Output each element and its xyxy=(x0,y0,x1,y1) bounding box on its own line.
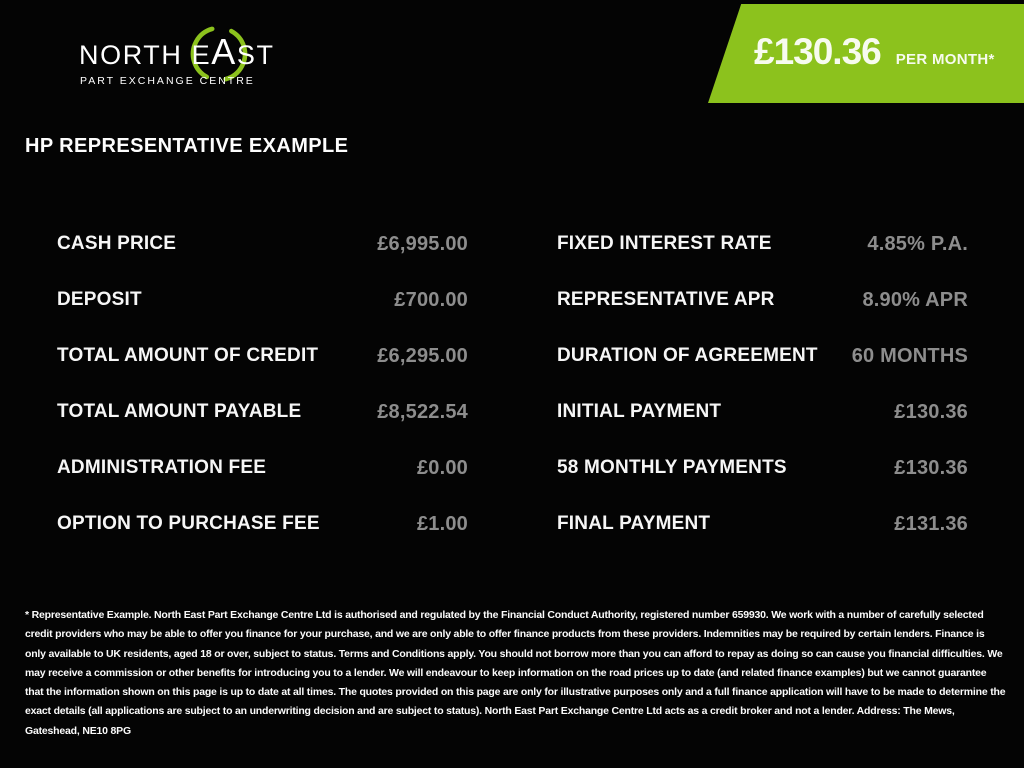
finance-value: 8.90% APR xyxy=(862,288,968,311)
finance-value: £1.00 xyxy=(416,512,468,535)
table-row: FIXED INTEREST RATE 4.85% P.A. xyxy=(557,216,968,272)
table-row: TOTAL AMOUNT PAYABLE £8,522.54 xyxy=(57,384,468,440)
finance-value: £131.36 xyxy=(894,512,968,535)
finance-label: 58 MONTHLY PAYMENTS xyxy=(557,457,787,478)
monthly-price-banner-content: £130.36 PER MONTH* xyxy=(754,33,995,74)
finance-label: TOTAL AMOUNT OF CREDIT xyxy=(57,345,319,366)
table-row: DURATION OF AGREEMENT 60 MONTHS xyxy=(557,328,968,384)
finance-value: £6,295.00 xyxy=(377,344,468,367)
finance-value: 4.85% P.A. xyxy=(867,232,968,255)
monthly-price-amount: £130.36 xyxy=(754,31,882,72)
north-east-logo-icon: NORTH EAST PART EXCHANGE CENTRE xyxy=(79,25,275,87)
finance-label: OPTION TO PURCHASE FEE xyxy=(57,513,320,534)
finance-value: £0.00 xyxy=(416,456,468,479)
logo-tagline: PART EXCHANGE CENTRE xyxy=(80,75,255,87)
dealer-logo: NORTH EAST PART EXCHANGE CENTRE xyxy=(78,16,278,98)
page-title: HP REPRESENTATIVE EXAMPLE xyxy=(25,135,349,157)
finance-label: TOTAL AMOUNT PAYABLE xyxy=(57,401,302,422)
table-row: ADMINISTRATION FEE £0.00 xyxy=(57,440,468,496)
finance-table-left-column: CASH PRICE £6,995.00 DEPOSIT £700.00 TOT… xyxy=(57,216,468,552)
finance-label: INITIAL PAYMENT xyxy=(557,401,722,422)
finance-table: CASH PRICE £6,995.00 DEPOSIT £700.00 TOT… xyxy=(57,216,968,552)
logo-wordmark: NORTH EAST xyxy=(79,31,275,72)
finance-label: FIXED INTEREST RATE xyxy=(557,233,772,254)
table-row: FINAL PAYMENT £131.36 xyxy=(557,496,968,552)
logo-circle-swoosh-icon xyxy=(190,25,248,83)
finance-label: CASH PRICE xyxy=(57,233,177,254)
finance-label: ADMINISTRATION FEE xyxy=(57,457,267,478)
table-row: TOTAL AMOUNT OF CREDIT £6,295.00 xyxy=(57,328,468,384)
finance-table-right-column: FIXED INTEREST RATE 4.85% P.A. REPRESENT… xyxy=(557,216,968,552)
finance-value: £8,522.54 xyxy=(377,400,468,423)
table-row: DEPOSIT £700.00 xyxy=(57,272,468,328)
finance-value: £130.36 xyxy=(894,400,968,423)
finance-value: £700.00 xyxy=(394,288,468,311)
table-row: 58 MONTHLY PAYMENTS £130.36 xyxy=(557,440,968,496)
finance-value: £6,995.00 xyxy=(377,232,468,255)
monthly-price-period: PER MONTH* xyxy=(895,51,995,68)
finance-value: 60 MONTHS xyxy=(851,344,968,367)
table-row: INITIAL PAYMENT £130.36 xyxy=(557,384,968,440)
monthly-price-banner: £130.36 PER MONTH* xyxy=(708,4,1024,103)
legal-disclaimer: * Representative Example. North East Par… xyxy=(25,609,1006,737)
table-row: CASH PRICE £6,995.00 xyxy=(57,216,468,272)
finance-label: REPRESENTATIVE APR xyxy=(557,289,775,310)
finance-label: FINAL PAYMENT xyxy=(557,513,711,534)
finance-label: DEPOSIT xyxy=(57,289,142,310)
table-row: REPRESENTATIVE APR 8.90% APR xyxy=(557,272,968,328)
finance-label: DURATION OF AGREEMENT xyxy=(557,345,818,366)
table-row: OPTION TO PURCHASE FEE £1.00 xyxy=(57,496,468,552)
finance-value: £130.36 xyxy=(894,456,968,479)
